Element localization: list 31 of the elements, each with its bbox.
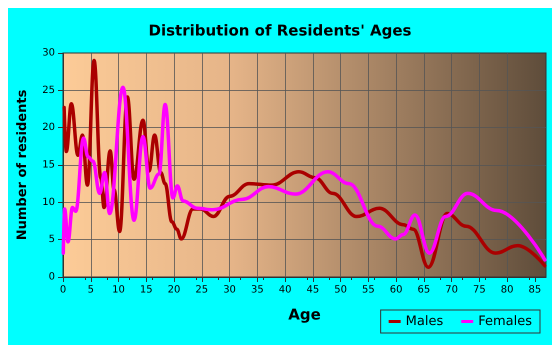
x-axis-title: Age (288, 306, 321, 324)
y-tick-label: 10 (42, 196, 55, 208)
chart-title: Distribution of Residents' Ages (148, 22, 412, 40)
legend-label: Males (406, 314, 444, 329)
x-tick-label: 70 (445, 284, 458, 296)
x-tick-label: 75 (473, 284, 486, 296)
y-tick-label: 15 (42, 160, 55, 170)
x-tick-label: 30 (223, 284, 236, 296)
x-tick-label: 80 (500, 284, 514, 296)
x-tick-label: 55 (362, 284, 375, 296)
legend-label: Females (478, 314, 532, 329)
y-tick-label: 20 (42, 122, 55, 134)
y-axis-title: Number of residents (15, 89, 30, 240)
x-tick-label: 10 (112, 284, 125, 296)
y-tick-label: 25 (42, 84, 55, 96)
line-series (62, 86, 547, 262)
x-tick-label: 65 (417, 284, 430, 296)
x-tick-label: 20 (168, 284, 180, 296)
x-tick-label: 85 (528, 284, 542, 296)
x-tick-label: 35 (250, 284, 264, 296)
x-tick-label: 60 (390, 284, 402, 296)
x-tick-label: 50 (334, 284, 347, 296)
y-tick-label: 30 (42, 48, 55, 58)
x-tick-label: 15 (140, 284, 153, 296)
x-tick-label: 5 (88, 284, 94, 296)
x-tick-label: 25 (195, 284, 208, 296)
y-tick-label: 5 (48, 234, 55, 246)
x-tick-label: 40 (278, 284, 292, 296)
y-tick-label: 0 (48, 272, 55, 282)
x-tick-label: 0 (60, 284, 66, 296)
x-tick-label: 45 (306, 284, 320, 296)
